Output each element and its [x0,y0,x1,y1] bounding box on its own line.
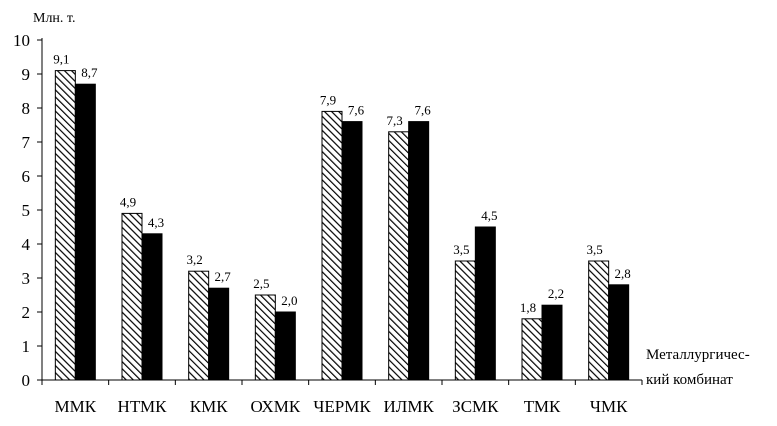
data-label: 2,8 [615,266,631,281]
bar-hatched [54,70,76,381]
bar-solid [274,311,296,381]
x-category-label: ЗСМК [452,397,499,416]
data-label: 2,5 [253,276,269,291]
y-tick-label: 8 [22,99,31,118]
y-tick-label: 2 [22,303,31,322]
data-label: 3,2 [187,252,203,267]
bar-hatched [254,294,276,381]
y-tick-label: 0 [22,371,31,390]
y-tick-label: 4 [22,235,31,254]
data-label: 1,8 [520,300,536,315]
bar-solid [74,83,96,381]
y-tick-label: 5 [22,201,31,220]
bar-hatched [388,131,410,381]
data-label: 4,3 [148,215,164,230]
y-tick-label: 7 [22,133,31,152]
data-label: 3,5 [587,242,603,257]
x-category-label: ТМК [524,397,561,416]
y-tick-label: 1 [22,337,31,356]
data-label: 9,1 [53,52,69,67]
y-tick-label: 3 [22,269,31,288]
data-label: 2,7 [215,269,232,284]
data-label: 4,9 [120,194,136,209]
bar-hatched [521,318,543,381]
bar-hatched [121,212,143,381]
x-axis-label-line2: кий комбинат [646,372,733,388]
x-category-label: НТМК [118,397,168,416]
bar-solid [541,304,563,381]
data-label: 7,9 [320,92,336,107]
data-label: 7,3 [387,113,403,128]
bar-solid [208,287,230,381]
bar-solid [341,121,363,381]
y-tick-label: 9 [22,65,31,84]
bar-hatched [321,110,343,381]
data-label: 3,5 [453,242,469,257]
data-label: 7,6 [415,103,432,118]
data-label: 8,7 [81,65,98,80]
data-label: 2,0 [281,293,297,308]
data-label: 4,5 [481,208,497,223]
bar-hatched [454,260,476,381]
y-tick-label: 6 [22,167,31,186]
bar-solid [408,121,430,381]
x-axis-label-line1: Металлургичес- [646,347,750,363]
bar-solid [141,233,163,381]
bar-solid [474,226,496,381]
data-label: 2,2 [548,286,564,301]
x-category-label: ЧЕРМК [313,397,371,416]
bar-hatched [188,270,210,381]
y-axis-label: Млн. т. [33,11,76,26]
bar-hatched [588,260,610,381]
data-label: 7,6 [348,103,365,118]
bar-solid [608,284,630,381]
x-category-label: ОХМК [250,397,300,416]
x-category-label: ММК [55,397,97,416]
x-category-label: ЧМК [590,397,628,416]
x-category-label: ИЛМК [384,397,435,416]
y-tick-label: 10 [13,31,30,50]
x-category-label: КМК [190,397,228,416]
